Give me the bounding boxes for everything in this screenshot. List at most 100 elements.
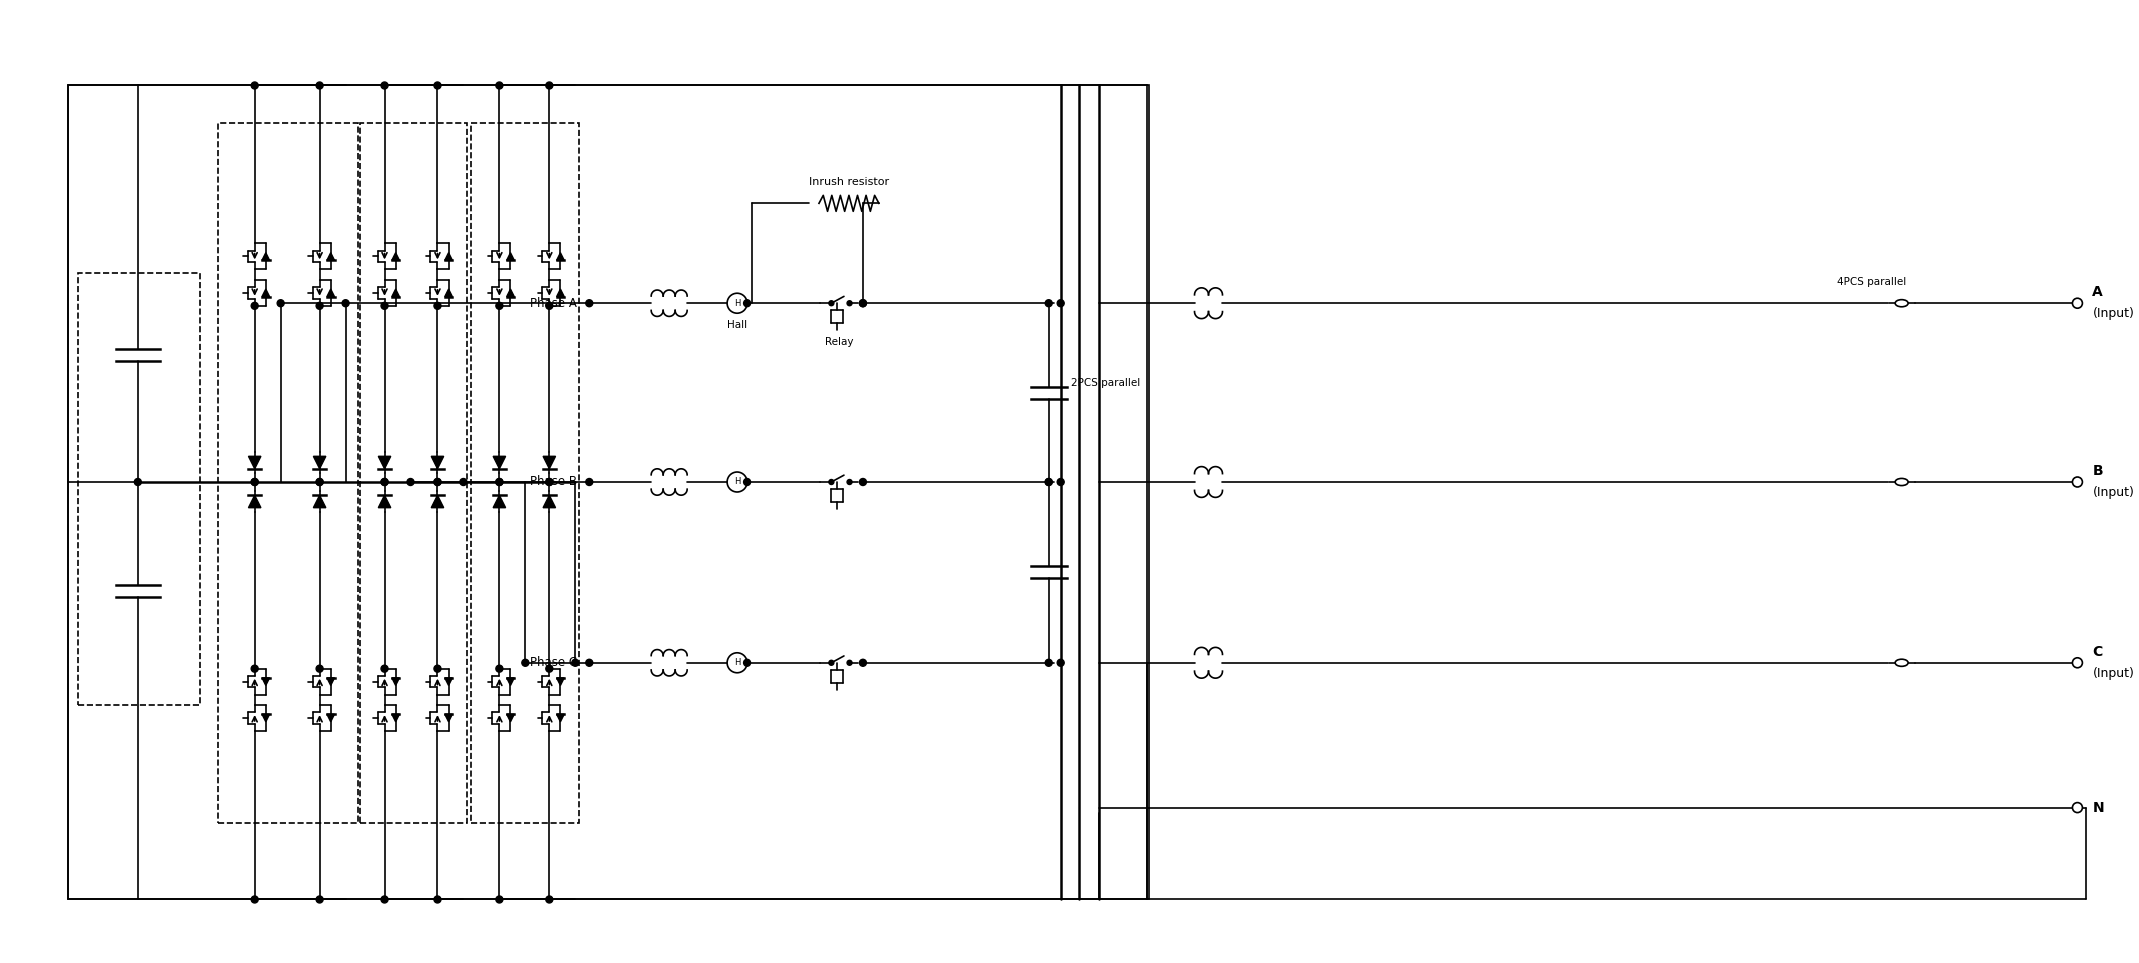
Circle shape (342, 299, 349, 307)
Text: 2PCS parallel: 2PCS parallel (1072, 377, 1140, 388)
Bar (77, 273, 199, 705)
Text: (Input): (Input) (2092, 307, 2135, 321)
Polygon shape (432, 495, 443, 508)
Circle shape (860, 660, 866, 666)
Polygon shape (391, 715, 400, 722)
Polygon shape (445, 252, 451, 260)
Circle shape (522, 660, 528, 666)
Circle shape (460, 479, 466, 485)
Polygon shape (327, 252, 334, 260)
Circle shape (406, 479, 415, 485)
Polygon shape (507, 678, 513, 686)
Polygon shape (494, 456, 505, 469)
Text: Relay: Relay (826, 337, 853, 347)
Text: C: C (2092, 645, 2103, 659)
Circle shape (860, 299, 866, 307)
Ellipse shape (1895, 660, 1908, 666)
Polygon shape (432, 456, 443, 469)
Circle shape (434, 896, 441, 903)
Polygon shape (556, 252, 565, 260)
Text: Phase C: Phase C (530, 656, 578, 669)
Text: N: N (2092, 800, 2105, 815)
Text: (Input): (Input) (2092, 666, 2135, 680)
Circle shape (744, 299, 751, 307)
Circle shape (381, 479, 387, 485)
Circle shape (317, 479, 323, 485)
Polygon shape (507, 715, 513, 722)
Bar (359, 123, 468, 822)
Circle shape (434, 302, 441, 309)
Circle shape (434, 479, 441, 485)
Polygon shape (379, 456, 391, 469)
Circle shape (545, 302, 552, 309)
Circle shape (860, 479, 866, 485)
Circle shape (250, 82, 259, 89)
Text: 4PCS parallel: 4PCS parallel (1837, 277, 1906, 287)
Polygon shape (445, 715, 451, 722)
Circle shape (250, 302, 259, 309)
Polygon shape (391, 289, 400, 297)
Circle shape (830, 661, 834, 665)
Text: H: H (734, 659, 740, 667)
Text: H: H (734, 299, 740, 308)
Polygon shape (248, 456, 261, 469)
Polygon shape (261, 678, 270, 686)
Circle shape (744, 660, 751, 666)
Circle shape (496, 665, 503, 672)
Circle shape (545, 896, 552, 903)
Circle shape (744, 479, 751, 485)
Circle shape (434, 479, 441, 485)
Circle shape (496, 479, 503, 485)
Circle shape (727, 472, 747, 492)
Circle shape (317, 479, 323, 485)
Polygon shape (314, 495, 325, 508)
Text: Phase A: Phase A (530, 297, 578, 310)
Circle shape (586, 299, 593, 307)
Polygon shape (445, 289, 451, 297)
Circle shape (381, 665, 387, 672)
Polygon shape (556, 678, 565, 686)
Circle shape (571, 660, 580, 666)
Polygon shape (327, 289, 334, 297)
Circle shape (586, 479, 593, 485)
Circle shape (860, 299, 866, 307)
Circle shape (847, 300, 851, 305)
Circle shape (545, 479, 552, 485)
Circle shape (847, 480, 851, 484)
Circle shape (1046, 299, 1052, 307)
Circle shape (496, 479, 503, 485)
Circle shape (496, 896, 503, 903)
Circle shape (545, 665, 552, 672)
Circle shape (847, 661, 851, 665)
Circle shape (1046, 479, 1052, 485)
Circle shape (317, 82, 323, 89)
Bar (471, 123, 580, 822)
Text: A: A (2092, 285, 2103, 299)
Polygon shape (543, 495, 556, 508)
Circle shape (727, 293, 747, 313)
Circle shape (381, 479, 387, 485)
Polygon shape (261, 289, 270, 297)
Text: (Input): (Input) (2092, 486, 2135, 499)
Circle shape (727, 653, 747, 673)
Polygon shape (556, 715, 565, 722)
Circle shape (496, 302, 503, 309)
Circle shape (250, 896, 259, 903)
Polygon shape (314, 456, 325, 469)
Circle shape (830, 480, 834, 484)
Circle shape (434, 665, 441, 672)
Polygon shape (391, 252, 400, 260)
Circle shape (545, 82, 552, 89)
Ellipse shape (1895, 479, 1908, 485)
Polygon shape (391, 678, 400, 686)
Polygon shape (543, 456, 556, 469)
Bar (68, 86, 1149, 899)
Circle shape (1057, 299, 1065, 307)
Circle shape (545, 479, 552, 485)
Circle shape (381, 302, 387, 309)
Circle shape (250, 479, 259, 485)
Polygon shape (327, 715, 334, 722)
Polygon shape (261, 252, 270, 260)
Circle shape (317, 896, 323, 903)
Circle shape (1057, 660, 1065, 666)
